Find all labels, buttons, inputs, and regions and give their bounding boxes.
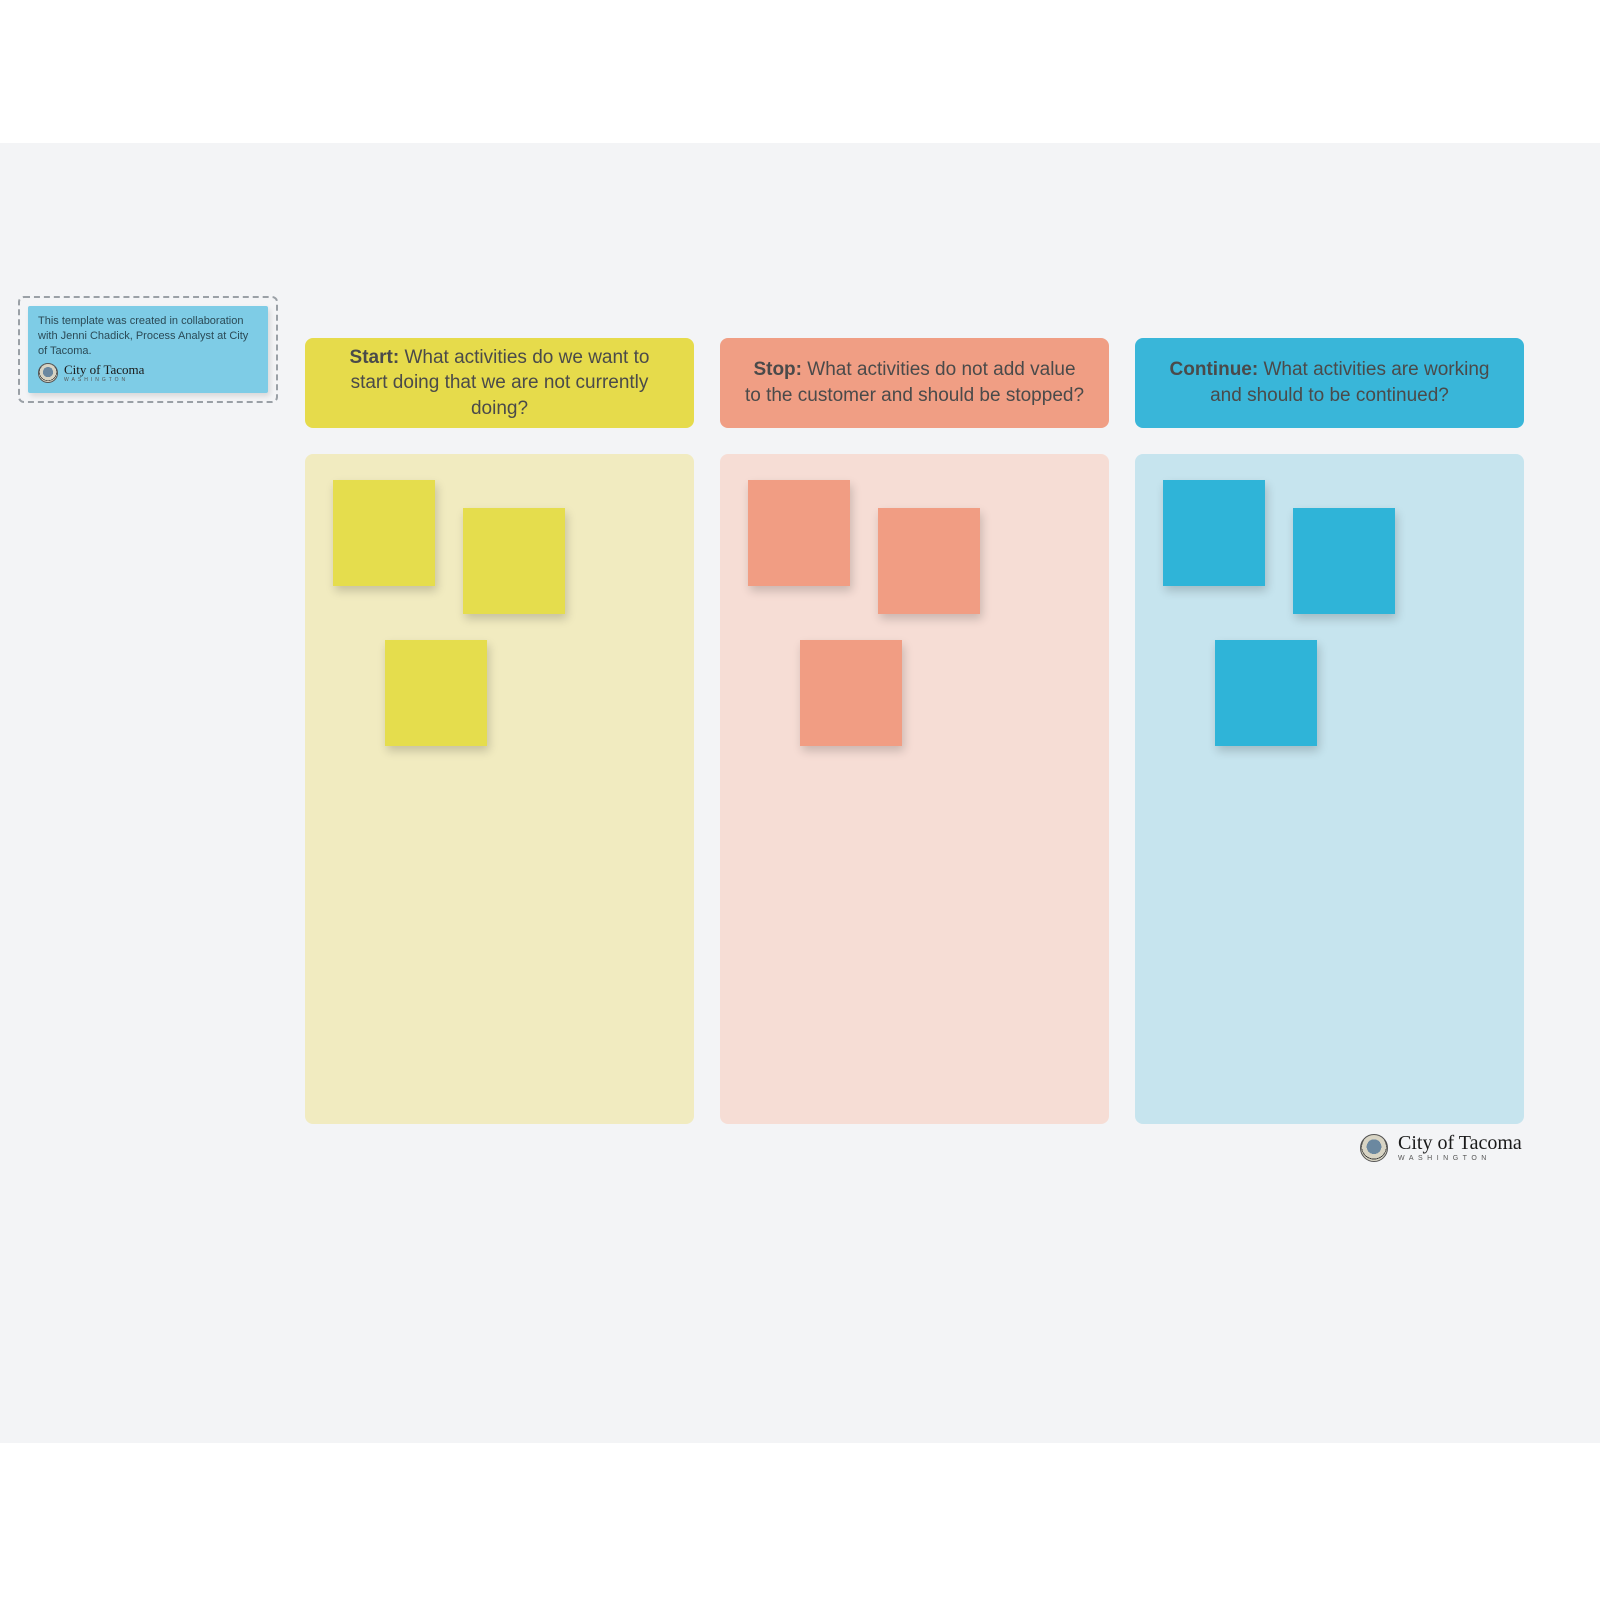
retro-board: Start: What activities do we want to sta… [305, 338, 1524, 1124]
column-stop: Stop: What activities do not add value t… [720, 338, 1109, 1124]
sticky-note[interactable] [1163, 480, 1265, 586]
footer-logo-text: City of Tacoma WASHINGTON [1398, 1133, 1522, 1162]
column-body-continue[interactable] [1135, 454, 1524, 1124]
sticky-note[interactable] [878, 508, 980, 614]
column-header-start: Start: What activities do we want to sta… [305, 338, 694, 428]
sticky-note[interactable] [463, 508, 565, 614]
sticky-note[interactable] [385, 640, 487, 746]
column-title: Continue: What activities are working an… [1159, 357, 1500, 408]
column-header-continue: Continue: What activities are working an… [1135, 338, 1524, 428]
sticky-note[interactable] [333, 480, 435, 586]
sticky-note[interactable] [800, 640, 902, 746]
canvas: This template was created in collaborati… [0, 143, 1600, 1443]
footer-logo-sub: WASHINGTON [1398, 1155, 1522, 1162]
city-seal-icon [38, 363, 58, 383]
column-body-stop[interactable] [720, 454, 1109, 1124]
attribution-logo: City of Tacoma WASHINGTON [38, 363, 258, 383]
column-body-start[interactable] [305, 454, 694, 1124]
column-header-stop: Stop: What activities do not add value t… [720, 338, 1109, 428]
attribution-box: This template was created in collaborati… [18, 296, 278, 403]
city-seal-icon [1360, 1134, 1388, 1162]
attribution-note[interactable]: This template was created in collaborati… [28, 306, 268, 393]
attribution-logo-name: City of Tacoma [64, 363, 144, 376]
column-title: Stop: What activities do not add value t… [744, 357, 1085, 408]
column-continue: Continue: What activities are working an… [1135, 338, 1524, 1124]
footer-logo: City of Tacoma WASHINGTON [1360, 1133, 1522, 1162]
attribution-text: This template was created in collaborati… [38, 314, 258, 359]
footer-logo-name: City of Tacoma [1398, 1133, 1522, 1153]
attribution-logo-sub: WASHINGTON [64, 378, 144, 383]
column-start: Start: What activities do we want to sta… [305, 338, 694, 1124]
sticky-note[interactable] [748, 480, 850, 586]
column-title: Start: What activities do we want to sta… [329, 345, 670, 422]
attribution-logo-text: City of Tacoma WASHINGTON [64, 363, 144, 383]
sticky-note[interactable] [1293, 508, 1395, 614]
sticky-note[interactable] [1215, 640, 1317, 746]
